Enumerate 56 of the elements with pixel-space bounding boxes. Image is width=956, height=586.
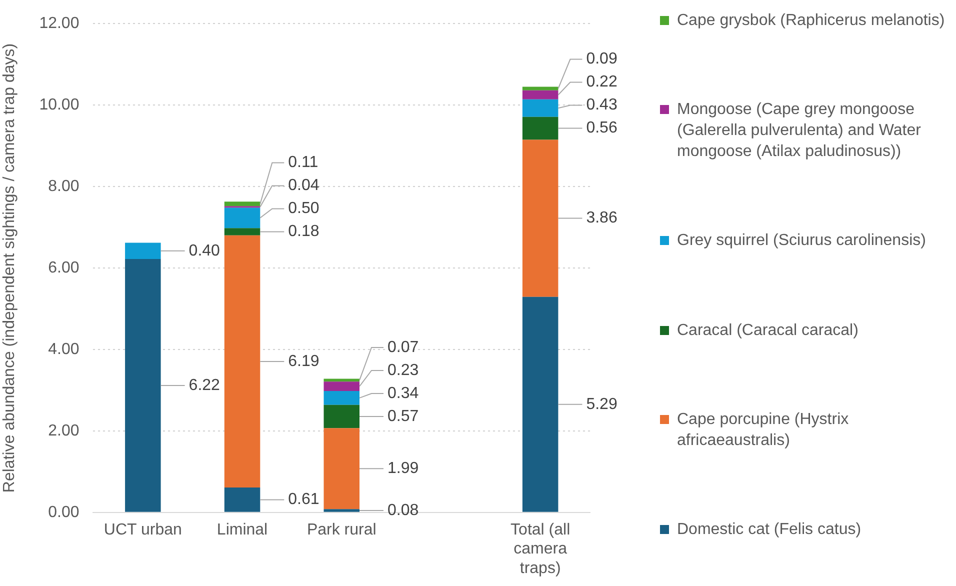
bar xyxy=(324,509,360,512)
bar xyxy=(522,296,558,512)
bar xyxy=(224,208,260,228)
legend-label: Cape porcupine (Hystrix africaeaustralis) xyxy=(677,410,850,451)
x-tick-label: Liminal xyxy=(216,521,268,538)
y-tick-label: 2.00 xyxy=(48,422,80,440)
data-label: 0.04 xyxy=(288,177,320,194)
bar xyxy=(324,428,360,510)
data-label: 0.07 xyxy=(388,338,419,356)
data-label: 0.61 xyxy=(288,491,320,508)
data-label: 0.22 xyxy=(586,74,618,91)
data-label: 6.22 xyxy=(188,376,220,394)
data-label: 0.18 xyxy=(288,223,320,240)
bar xyxy=(125,242,161,260)
bar xyxy=(522,140,558,297)
legend-label: Caracal (Caracal caracal) xyxy=(677,320,858,341)
data-label: 0.57 xyxy=(388,408,419,425)
bar xyxy=(324,382,360,392)
data-label: 0.56 xyxy=(586,120,618,137)
data-label: 5.29 xyxy=(586,396,618,413)
legend-label: Mongoose (Cape grey mongoose (Galerella pulverulenta) and Water mongoose (Atilax paludinosus)) xyxy=(677,100,922,162)
legend-label: Domestic cat (Felis catus) xyxy=(677,520,862,540)
x-tick-label: Total (all camera traps) xyxy=(510,521,570,577)
data-label: 0.43 xyxy=(586,96,618,114)
data-label: 0.40 xyxy=(188,242,220,260)
data-label: 0.09 xyxy=(586,50,618,68)
legend-label: Grey squirrel (Sciurus carolinensis) xyxy=(677,231,926,252)
x-tick-label: UCT urban xyxy=(104,521,182,538)
bar xyxy=(224,235,260,488)
data-label: 1.99 xyxy=(388,460,419,478)
y-tick-label: 10.00 xyxy=(39,96,80,114)
data-label: 0.08 xyxy=(388,502,419,519)
bar xyxy=(224,228,260,236)
y-tick-label: 6.00 xyxy=(48,259,80,276)
bar xyxy=(522,86,558,90)
bar xyxy=(522,99,558,117)
data-label: 0.34 xyxy=(388,384,419,402)
bar xyxy=(324,404,360,428)
bar xyxy=(125,259,161,512)
x-tick-label: Park rural xyxy=(306,521,376,538)
y-tick-label: 0.00 xyxy=(48,504,80,521)
y-axis-title: Relative abundance (independent sightings / camera trap days) xyxy=(1,43,18,493)
y-tick-label: 4.00 xyxy=(48,340,80,358)
legend-label: Cape grysbok (Raphicerus melanotis) xyxy=(677,11,945,31)
data-label: 3.86 xyxy=(586,210,618,227)
bar xyxy=(224,202,260,206)
data-label: 0.23 xyxy=(388,362,419,379)
bar xyxy=(522,90,558,100)
data-label: 0.11 xyxy=(288,154,318,172)
y-tick-label: 12.00 xyxy=(39,15,80,32)
y-tick-label: 8.00 xyxy=(48,178,80,195)
bar xyxy=(224,488,260,512)
data-label: 0.50 xyxy=(288,200,320,218)
data-label: 6.19 xyxy=(288,352,320,370)
bar xyxy=(324,391,360,405)
bar xyxy=(522,116,558,140)
